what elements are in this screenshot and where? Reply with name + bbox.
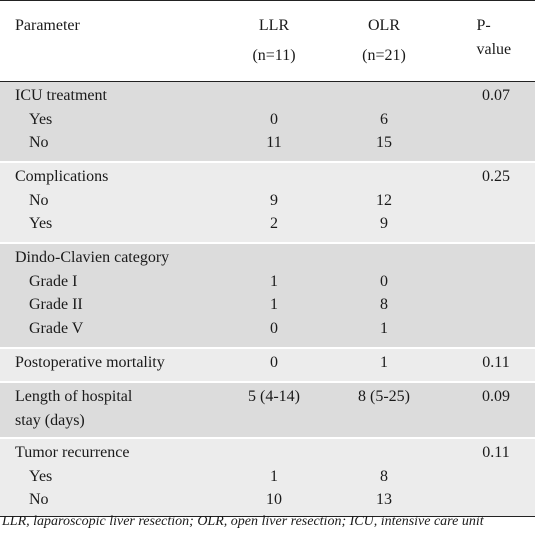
top-rule [0, 0, 535, 1]
table-row: Grade II 1 8 [0, 293, 535, 317]
divider [0, 347, 535, 349]
table-row: Grade V 0 1 [0, 317, 535, 341]
header-olr: OLR [368, 17, 400, 34]
row-label: Yes [29, 110, 53, 128]
p-value: 0.11 [482, 354, 510, 371]
olr-value: 12 [376, 191, 392, 209]
table-row: stay (days) [0, 409, 535, 433]
llr-value: 0 [270, 354, 278, 371]
olr-value: 1 [380, 319, 388, 337]
divider [0, 437, 535, 439]
llr-value: 1 [270, 467, 278, 485]
group-dindo-clavien: Dindo-Clavien category Grade I 1 0 Grade… [0, 244, 535, 347]
row-label: Yes [29, 467, 53, 485]
llr-value: 0 [270, 319, 278, 337]
header-rule [0, 81, 535, 82]
olr-value: 9 [380, 215, 388, 232]
olr-value: 13 [376, 491, 392, 508]
table-row: Complications 0.25 [0, 165, 535, 189]
llr-value: 11 [266, 134, 282, 151]
divider [0, 381, 535, 383]
row-label: Yes [29, 215, 53, 232]
row-title-continued: stay (days) [15, 411, 85, 429]
header-llr: LLR [258, 17, 290, 34]
divider [0, 242, 535, 244]
table-row: No 11 15 [0, 131, 535, 155]
group-length-of-stay: Length of hospital 5 (4-14) 8 (5-25) 0.0… [0, 383, 535, 437]
table-row: No 10 13 [0, 488, 535, 512]
olr-value: 8 [380, 467, 388, 485]
llr-value: 1 [270, 296, 278, 313]
results-table: Parameter LLR (n=11) OLR (n=21) P-value … [0, 0, 535, 517]
group-complications: Complications 0.25 No 9 12 Yes 2 9 [0, 163, 535, 242]
table-row: No 9 12 [0, 189, 535, 213]
olr-value: 8 (5-25) [358, 388, 410, 405]
row-title: ICU treatment [15, 87, 107, 104]
row-title: Dindo-Clavien category [15, 249, 170, 266]
table-footnote: LLR, laparoscopic liver resection; OLR, … [2, 514, 484, 529]
row-title: Postoperative mortality [15, 354, 165, 371]
row-title: Complications [15, 168, 109, 185]
table-row: Postoperative mortality 0 1 0.11 [0, 351, 535, 375]
llr-value: 2 [270, 215, 278, 232]
olr-value: 1 [380, 354, 388, 371]
p-value: 0.07 [482, 87, 510, 104]
group-icu-treatment: ICU treatment 0.07 Yes 0 6 No 11 15 [0, 82, 535, 161]
row-label: No [29, 134, 49, 151]
table-header: Parameter LLR (n=11) OLR (n=21) P-value [0, 1, 535, 81]
p-value: 0.25 [482, 168, 510, 185]
olr-value: 15 [376, 134, 392, 151]
olr-value: 0 [380, 272, 388, 290]
llr-value: 9 [270, 191, 278, 209]
table-row: Tumor recurrence 0.11 [0, 441, 535, 465]
llr-value: 5 (4-14) [248, 388, 300, 405]
header-parameter: Parameter [15, 17, 80, 34]
group-tumor-recurrence: Tumor recurrence 0.11 Yes 1 8 No 10 13 [0, 439, 535, 516]
p-value: 0.11 [482, 444, 510, 461]
header-pvalue: P-value [476, 17, 512, 58]
llr-value: 1 [270, 272, 278, 290]
row-label: Grade II [29, 296, 83, 313]
divider [0, 161, 535, 163]
header-llr-n: (n=11) [252, 47, 296, 64]
table-row: Length of hospital 5 (4-14) 8 (5-25) 0.0… [0, 385, 535, 409]
row-label: No [29, 191, 49, 209]
p-value: 0.09 [482, 388, 510, 405]
row-label: Grade V [29, 319, 84, 337]
table-row: Yes 1 8 [0, 465, 535, 489]
row-label: No [29, 491, 49, 508]
table-row: Grade I 1 0 [0, 270, 535, 294]
group-postoperative-mortality: Postoperative mortality 0 1 0.11 [0, 349, 535, 381]
table-row: Yes 0 6 [0, 108, 535, 132]
llr-value: 0 [270, 110, 278, 128]
header-olr-n: (n=21) [362, 47, 406, 64]
olr-value: 6 [380, 110, 388, 128]
olr-value: 8 [380, 296, 388, 313]
row-label: Grade I [29, 272, 78, 290]
table-row: Yes 2 9 [0, 212, 535, 236]
table-row: Dindo-Clavien category [0, 246, 535, 270]
table-row: ICU treatment 0.07 [0, 84, 535, 108]
row-title: Length of hospital [15, 388, 133, 405]
llr-value: 10 [266, 491, 282, 508]
bottom-rule [0, 516, 535, 517]
row-title: Tumor recurrence [15, 444, 130, 461]
